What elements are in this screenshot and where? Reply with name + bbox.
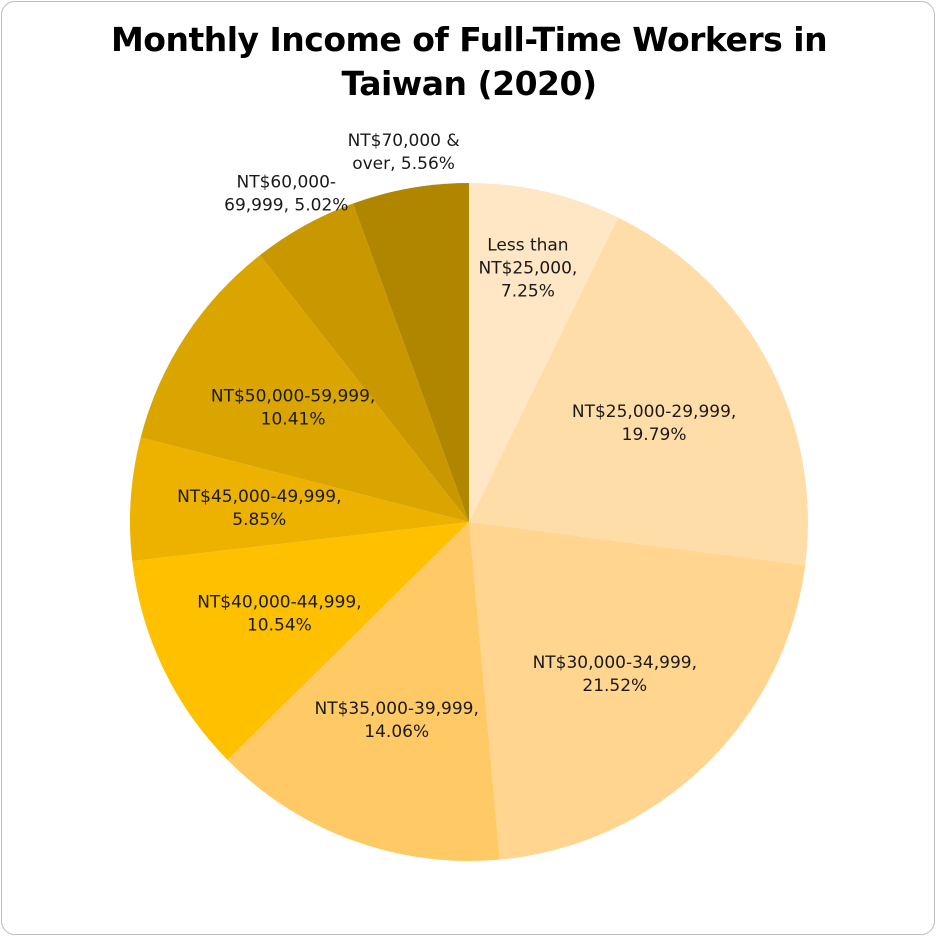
pie-slices bbox=[129, 183, 809, 861]
pie-slice-label-line: 19.79% bbox=[622, 425, 687, 445]
pie-slice-label-5: NT$40,000-44,999, 10.54% bbox=[197, 592, 361, 635]
pie-slice-label-line: 7.25% bbox=[501, 282, 555, 302]
pie-slice-label-line: NT$60,000- bbox=[237, 173, 337, 193]
pie-slice-label-line: 14.06% bbox=[364, 722, 429, 742]
pie-slice-7 bbox=[140, 255, 469, 522]
chart-title-line-1: Monthly Income of Full-Time Workers in bbox=[110, 20, 828, 59]
pie-slice-label-line: NT$35,000-39,999, bbox=[314, 699, 478, 719]
pie-slice-label-line: 69,999, 5.02% bbox=[224, 196, 348, 216]
pie-slice-label-line: NT$50,000-59,999, bbox=[211, 387, 375, 407]
pie-slice-1 bbox=[469, 183, 619, 522]
pie-slice-9 bbox=[352, 183, 469, 522]
pie-slice-5 bbox=[132, 522, 469, 760]
pie-slice-label-7: NT$50,000-59,999, 10.41% bbox=[211, 387, 375, 430]
pie-slice-label-line: NT$70,000 & bbox=[348, 131, 460, 151]
pie-slice-label-line: NT$25,000, bbox=[478, 259, 577, 279]
pie-slice-label-line: Less than bbox=[487, 236, 568, 256]
pie-slice-label-line: NT$40,000-44,999, bbox=[197, 592, 361, 612]
pie-slice-label-3: NT$30,000-34,999, 21.52% bbox=[533, 653, 697, 696]
pie-slice-6 bbox=[129, 437, 469, 562]
chart-title: Monthly Income of Full-Time Workers in T… bbox=[0, 18, 938, 106]
chart-title-line-2: Taiwan (2020) bbox=[341, 64, 597, 103]
pie-slice-4 bbox=[227, 522, 500, 861]
pie-labels: Less than NT$25,000, 7.25% NT$25,000-29,999… bbox=[177, 131, 736, 742]
pie-slice-label-line: NT$45,000-49,999, bbox=[177, 487, 341, 507]
pie-slice-8 bbox=[259, 203, 469, 523]
pie-slice-label-line: 21.52% bbox=[582, 676, 647, 696]
pie-slice-label-line: NT$30,000-34,999, bbox=[533, 653, 697, 673]
pie-slice-label-line: over, 5.56% bbox=[352, 154, 455, 174]
pie-slice-label-1: Less than NT$25,000, 7.25% bbox=[478, 236, 577, 302]
pie-slice-2 bbox=[469, 217, 809, 566]
pie-slice-3 bbox=[469, 522, 806, 860]
pie-slice-label-line: 5.85% bbox=[232, 510, 286, 530]
pie-slice-label-line: 10.54% bbox=[247, 615, 312, 635]
pie-slice-label-line: NT$25,000-29,999, bbox=[572, 402, 736, 422]
pie-slice-label-line: 10.41% bbox=[261, 410, 326, 430]
pie-slice-label-4: NT$35,000-39,999, 14.06% bbox=[314, 699, 478, 742]
pie-slice-label-9: NT$70,000 & over, 5.56% bbox=[348, 131, 460, 174]
pie-slice-label-6: NT$45,000-49,999, 5.85% bbox=[177, 487, 341, 530]
pie-slice-label-2: NT$25,000-29,999, 19.79% bbox=[572, 402, 736, 445]
pie-slice-label-8: NT$60,000- 69,999, 5.02% bbox=[224, 173, 348, 216]
